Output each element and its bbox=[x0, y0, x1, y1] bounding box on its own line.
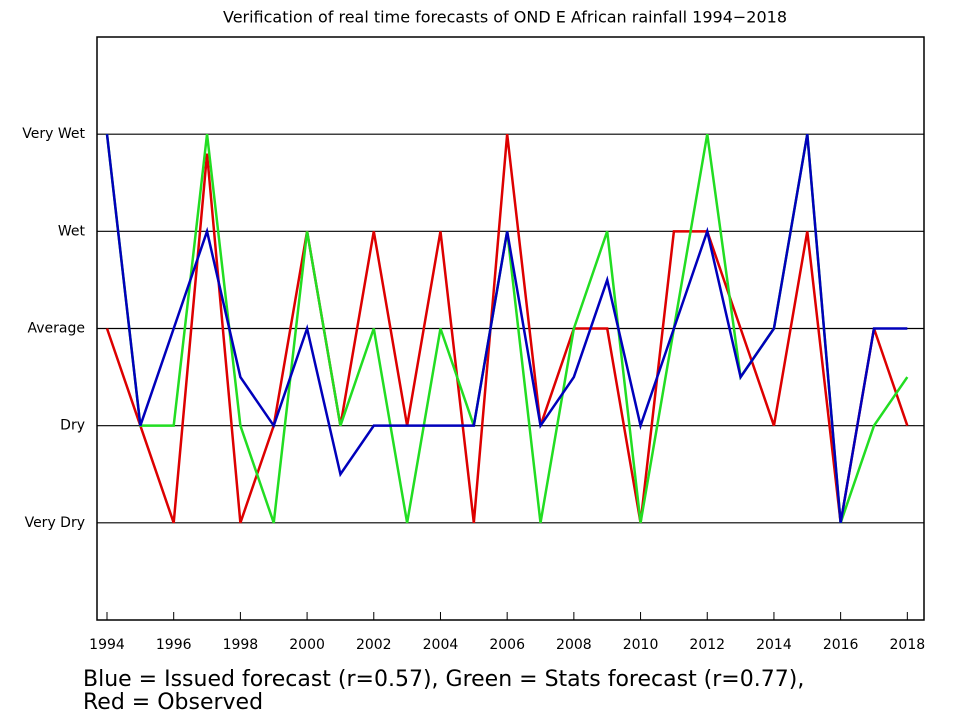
x-tick-label: 2004 bbox=[423, 637, 459, 653]
y-tick-label: Average bbox=[28, 321, 86, 337]
chart-title: Verification of real time forecasts of O… bbox=[223, 8, 787, 27]
x-tick-label: 1998 bbox=[223, 637, 259, 653]
x-tick-label: 1994 bbox=[89, 637, 125, 653]
x-tick-label: 2008 bbox=[556, 637, 592, 653]
x-tick-label: 2002 bbox=[356, 637, 392, 653]
y-tick-label: Dry bbox=[60, 418, 85, 434]
series-line bbox=[105, 133, 908, 524]
y-tick-label: Very Wet bbox=[22, 126, 85, 142]
caption: Red = Observed bbox=[83, 690, 263, 714]
x-tick-label: 2006 bbox=[489, 637, 525, 653]
x-tick-label: 2014 bbox=[756, 637, 792, 653]
caption: Blue = Issued forecast (r=0.57), Green =… bbox=[83, 667, 804, 692]
x-tick-label: 2016 bbox=[823, 637, 859, 653]
y-tick-label: Wet bbox=[58, 223, 86, 239]
series-line bbox=[105, 134, 909, 524]
x-tick-label: 1996 bbox=[156, 637, 192, 653]
y-tick-label: Very Dry bbox=[25, 515, 85, 531]
x-tick-label: 2000 bbox=[289, 637, 325, 653]
x-tick-label: 2012 bbox=[689, 637, 725, 653]
x-tick-label: 2018 bbox=[890, 637, 926, 653]
x-tick-label: 2010 bbox=[623, 637, 659, 653]
